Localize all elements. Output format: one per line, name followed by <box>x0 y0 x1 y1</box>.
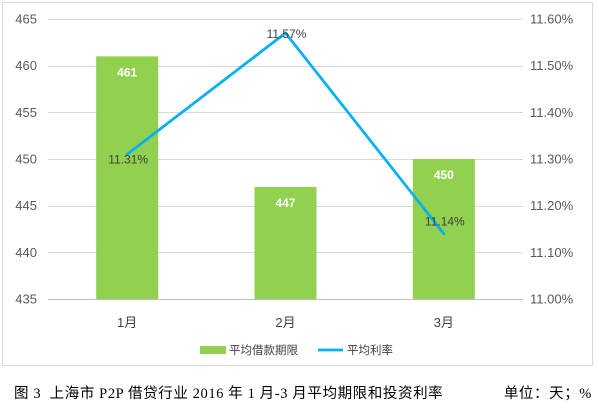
bar-data-label: 461 <box>117 65 137 79</box>
y-left-tick-label: 465 <box>15 12 37 27</box>
legend-label-loan-term: 平均借款期限 <box>229 343 298 357</box>
y-right-tick-label: 11.50% <box>530 58 574 73</box>
caption-unit: 单位：天；% <box>503 386 592 402</box>
y-right-tick-label: 11.20% <box>530 198 574 213</box>
y-right-tick-label: 11.60% <box>530 12 574 27</box>
rate-point <box>442 232 446 236</box>
rate-data-label: 11.14% <box>425 215 465 229</box>
line-series: 11.31% 11.57% 11.14% <box>108 27 465 236</box>
y-right-tick-label: 11.30% <box>530 152 574 167</box>
y-axis-left: 435 440 445 450 455 460 465 <box>15 12 37 307</box>
y-left-tick-label: 440 <box>15 245 37 260</box>
rate-data-label: 11.31% <box>108 152 148 166</box>
y-right-tick-label: 11.00% <box>530 292 574 307</box>
chart-frame <box>2 2 593 366</box>
y-left-tick-label: 435 <box>15 292 37 307</box>
combo-chart: 43544044545045546046511.00%11.10%11.20%1… <box>2 2 593 366</box>
y-right-tick-label: 11.10% <box>530 245 574 260</box>
bar-data-label: 450 <box>434 168 454 182</box>
y-left-tick-label: 445 <box>15 198 37 213</box>
rate-point <box>125 152 129 156</box>
rate-point <box>284 31 287 35</box>
y-right-tick-label: 11.40% <box>530 105 574 120</box>
legend-label-rate: 平均利率 <box>347 343 393 357</box>
bar-1 <box>96 56 159 300</box>
y-left-tick-label: 455 <box>15 105 37 120</box>
legend: 平均借款期限 平均利率 <box>200 343 393 357</box>
bar-data-label: 447 <box>275 196 295 210</box>
bar-series: 461 447 450 <box>96 56 475 300</box>
plot-area: 43544044545045546046511.00%11.10%11.20%1… <box>15 12 573 331</box>
x-axis: 1月 2月 3月 <box>117 315 454 330</box>
bar-3 <box>412 159 475 299</box>
caption-title: 图 3 上海市 P2P 借贷行业 2016 年 1 月-3 月平均期限和投资利率 <box>14 386 444 402</box>
y-left-tick-label: 450 <box>15 152 37 167</box>
x-tick-label: 1月 <box>117 315 137 330</box>
x-tick-label: 3月 <box>434 315 454 330</box>
y-left-tick-label: 460 <box>15 58 37 73</box>
x-tick-label: 2月 <box>275 315 295 330</box>
rate-data-label: 11.57% <box>267 27 307 41</box>
legend-swatch-loan-term <box>200 346 226 354</box>
y-axis-right: 11.00% 11.10% 11.20% 11.30% 11.40% 11.50% 11.6… <box>530 12 574 307</box>
bar-2 <box>254 187 317 299</box>
